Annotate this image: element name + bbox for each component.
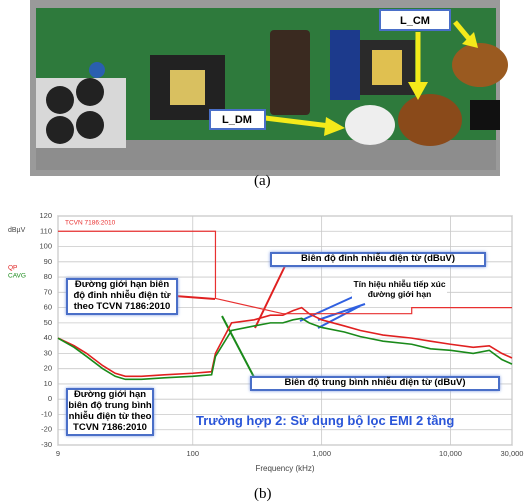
annotation: Biên độ trung bình nhiễu điện từ (dBuV) — [250, 376, 500, 391]
annotation: Trường hợp 2: Sử dụng bộ lọc EMI 2 tầng — [196, 414, 454, 429]
x-axis-label: Frequency (kHz) — [255, 464, 314, 473]
legend-label: TCVN 7186:2010 — [65, 220, 116, 227]
y-tick-label: -10 — [41, 409, 52, 418]
caption: (a) — [254, 173, 271, 190]
page: L_CM L_DM (a) -30 -20 -10 0 10 20 30 40 50 60 70 80… — [0, 0, 529, 504]
x-tick-label: 9 — [56, 449, 60, 458]
annotation: Tín hiệu nhiễu tiếp xúc đường giới hạn — [352, 280, 447, 300]
annotation: Đường giới hạn biên độ trung bình nhiễu … — [66, 388, 154, 436]
y-tick-label: 50 — [44, 318, 52, 327]
y-tick-label: 70 — [44, 287, 52, 296]
y-tick-label: 100 — [39, 242, 52, 251]
y-tick-label: -30 — [41, 440, 52, 449]
y-tick-label: 60 — [44, 303, 52, 312]
x-tick-label: 100 — [187, 449, 200, 458]
y-tick-label: 10 — [44, 379, 52, 388]
y-tick-label: 90 — [44, 257, 52, 266]
photo: L_CM L_DM — [0, 0, 529, 176]
legend-label: QP — [8, 265, 17, 272]
legend-label: CAVG — [8, 273, 26, 280]
label: L_DM — [222, 114, 252, 126]
y-tick-label: 110 — [40, 226, 52, 235]
label: L_CM — [400, 15, 430, 27]
y-tick-label: 80 — [44, 272, 52, 281]
y-tick-label: 20 — [44, 364, 52, 373]
annotation: Biên độ đỉnh nhiễu điện từ (dBuV) — [270, 252, 486, 267]
y-tick-label: 0 — [48, 394, 52, 403]
y-tick-label: 120 — [39, 211, 52, 220]
y-tick-label: 30 — [44, 348, 52, 357]
y-axis-label: dBµV — [8, 227, 26, 234]
y-tick-label: -20 — [41, 425, 52, 434]
chart: -30 -20 -10 0 10 20 30 40 50 60 70 80 90 100 110 120 9 10… — [0, 196, 529, 486]
y-tick-label: 40 — [44, 333, 52, 342]
annotation: Đường giới hạn biên độ đỉnh nhiễu điện t… — [66, 278, 178, 315]
x-tick-label: 30,000 — [501, 449, 524, 458]
x-tick-label: 1,000 — [312, 449, 331, 458]
x-tick-label: 10,000 — [439, 449, 462, 458]
caption: (b) — [254, 486, 272, 503]
